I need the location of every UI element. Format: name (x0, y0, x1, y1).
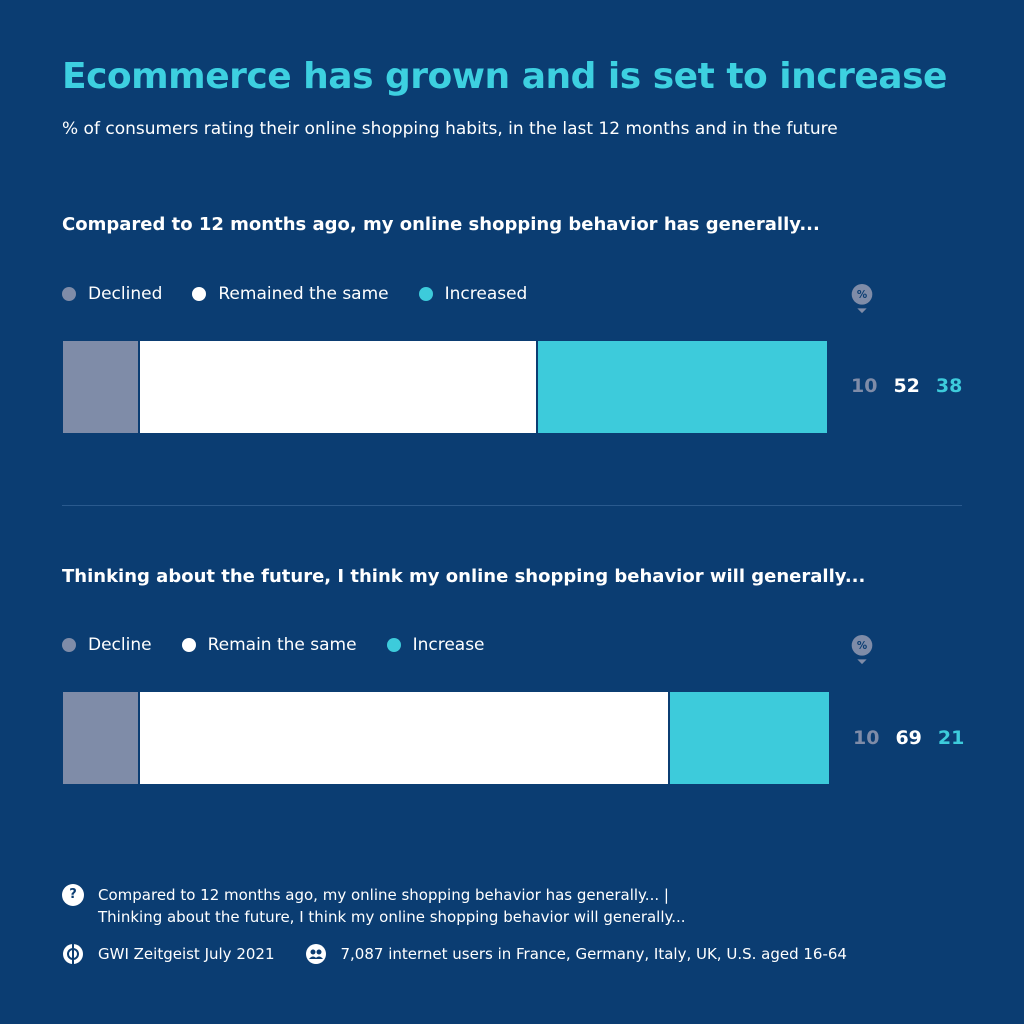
bar-segment-increased (668, 691, 830, 785)
legend-item-same: Remained the same (192, 284, 389, 304)
percent-symbol: % (857, 289, 867, 301)
chart1-values: 10 52 38 (851, 375, 978, 397)
bar-segment-declined (62, 691, 139, 785)
footer-question: ? Compared to 12 months ago, my online s… (62, 884, 686, 928)
legend-dot-icon (181, 638, 196, 652)
value-label-same: 52 (893, 375, 920, 397)
percent-badge-icon: % (851, 284, 873, 314)
legend-label: Remain the same (207, 635, 357, 655)
gwi-logo-icon (63, 944, 83, 964)
legend-item-increase: Increase (386, 635, 485, 655)
legend-label: Remained the same (218, 284, 389, 304)
chart1-bar (61, 339, 829, 435)
bar-segment-same (138, 340, 537, 434)
percent-badge-icon: % (851, 635, 873, 665)
legend-item-decline: Decline (62, 635, 152, 655)
legend-label: Decline (88, 635, 152, 655)
chart1-legend: Declined Remained the same Increased (62, 284, 557, 304)
legend-label: Declined (88, 284, 163, 304)
people-icon (305, 944, 326, 964)
chart1-question: Compared to 12 months ago, my online sho… (62, 214, 820, 235)
value-label-remain: 69 (895, 727, 922, 749)
legend-dot-icon (418, 287, 433, 301)
chart2-bar (61, 690, 831, 786)
legend-dot-icon (192, 287, 207, 301)
percent-symbol: % (857, 640, 867, 652)
legend-dot-icon (386, 638, 401, 652)
source-text: GWI Zeitgeist July 2021 (98, 945, 275, 963)
legend-dot-icon (62, 287, 76, 301)
chart2-values: 10 69 21 (853, 727, 980, 749)
legend-label: Increased (444, 284, 528, 304)
value-label-declined: 10 (851, 375, 878, 397)
legend-item-remain: Remain the same (181, 635, 357, 655)
bar-segment-declined (62, 340, 139, 434)
question-icon: ? (62, 884, 84, 906)
footer-question-line1: Compared to 12 months ago, my online sho… (98, 886, 669, 904)
legend-item-declined: Declined (62, 284, 162, 304)
page-title: Ecommerce has grown and is set to increa… (62, 56, 947, 97)
page-subtitle: % of consumers rating their online shopp… (62, 119, 838, 139)
value-label-increased: 38 (935, 375, 963, 397)
footer-source: GWI Zeitgeist July 2021 7,087 internet u… (62, 943, 847, 965)
legend-label: Increase (412, 635, 485, 655)
sample-text: 7,087 internet users in France, Germany,… (340, 945, 847, 963)
value-label-decline: 10 (853, 727, 880, 749)
bar-segment-same (138, 691, 669, 785)
legend-item-increased: Increased (418, 284, 528, 304)
section-divider (62, 505, 962, 506)
legend-dot-icon (62, 638, 76, 652)
chart2-question: Thinking about the future, I think my on… (62, 566, 866, 587)
footer-question-line2: Thinking about the future, I think my on… (98, 908, 686, 926)
chart2-legend: Decline Remain the same Increase (62, 635, 515, 655)
bar-segment-increased (536, 340, 828, 434)
value-label-increase: 21 (937, 727, 965, 749)
